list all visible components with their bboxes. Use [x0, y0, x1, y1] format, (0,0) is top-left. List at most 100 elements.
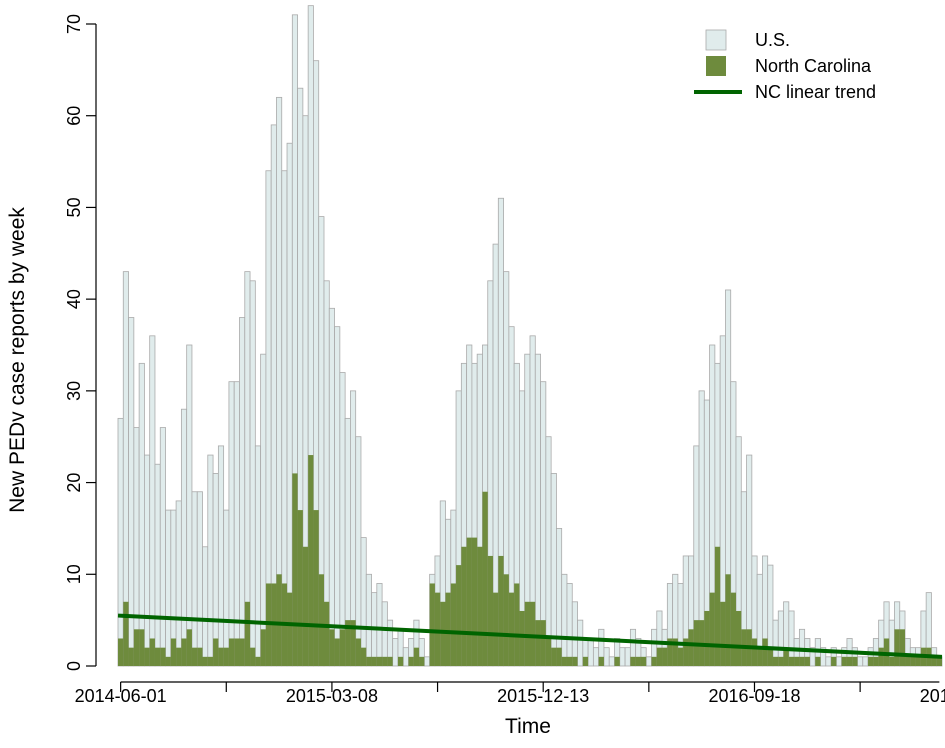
nc-bar	[683, 638, 689, 666]
nc-bar	[736, 610, 742, 666]
nc-bar	[725, 574, 731, 666]
nc-bar	[878, 647, 884, 666]
legend-label: North Carolina	[755, 56, 872, 76]
nc-bar	[487, 555, 494, 666]
us-bar	[254, 445, 262, 667]
nc-bar	[524, 601, 530, 666]
us-bar	[117, 417, 124, 667]
nc-bar	[350, 620, 356, 666]
us-bar	[328, 307, 335, 667]
us-bar	[239, 317, 246, 667]
nc-bar	[445, 592, 451, 666]
nc-bar	[931, 656, 937, 666]
us-bar	[835, 656, 843, 667]
nc-bar	[915, 656, 921, 666]
nc-bar	[334, 638, 340, 666]
y-axis-title: New PEDv case reports by week	[6, 207, 29, 513]
nc-bar	[202, 656, 208, 666]
nc-bar	[207, 656, 214, 666]
y-tick-label: 50	[64, 197, 84, 217]
nc-bar	[640, 656, 647, 666]
nc-bar	[154, 647, 161, 666]
nc-bar	[355, 638, 361, 666]
us-bar	[355, 436, 362, 667]
nc-bar	[519, 610, 525, 666]
us-bar	[260, 353, 267, 667]
legend-label: U.S.	[755, 30, 790, 50]
nc-bar	[186, 629, 192, 666]
us-bar	[423, 656, 431, 667]
nc-bar	[815, 656, 821, 666]
nc-bar	[714, 546, 721, 666]
y-tick-label: 40	[64, 289, 84, 309]
us-bar	[603, 647, 610, 667]
us-bar	[334, 326, 341, 667]
us-bar	[534, 353, 541, 667]
nc-bar	[382, 656, 388, 666]
nc-bar	[197, 647, 203, 666]
nc-bar	[255, 656, 261, 666]
nc-bar	[228, 638, 235, 666]
nc-bar	[397, 656, 404, 666]
nc-bar	[688, 629, 694, 666]
us-bar	[825, 656, 832, 667]
y-tick-label: 30	[64, 381, 84, 401]
nc-bar	[456, 565, 462, 666]
us-bar	[587, 638, 594, 667]
x-axis: 2014-06-01 2015-03-08 2015-12-13 2016-09-18…	[75, 681, 945, 706]
us-bar	[212, 472, 219, 667]
us-bar	[138, 362, 145, 667]
nc-bar	[308, 455, 314, 666]
plot-area	[117, 5, 943, 667]
nc-bar	[799, 656, 805, 666]
us-bar	[577, 619, 584, 667]
nc-bar	[794, 656, 800, 666]
us-bar	[645, 656, 652, 667]
us-bar	[217, 445, 225, 667]
us-bar	[857, 656, 864, 667]
nc-bar	[123, 601, 129, 666]
us-bar	[286, 142, 293, 667]
nc-bar	[213, 638, 219, 666]
nc-bar	[292, 473, 298, 666]
nc-bar	[118, 638, 124, 666]
nc-bar	[831, 656, 837, 666]
nc-bar	[181, 638, 187, 666]
us-bar	[223, 509, 230, 667]
y-tick-label: 70	[64, 14, 84, 34]
nc-bar	[313, 510, 319, 666]
us-bar	[339, 372, 346, 667]
legend: U.S. North Carolina NC linear trend	[694, 29, 876, 102]
us-bar	[381, 601, 388, 667]
us-bar	[191, 491, 198, 667]
nc-bar	[324, 601, 330, 666]
nc-bar	[408, 656, 414, 666]
nc-bar	[852, 656, 858, 666]
nc-bar	[440, 601, 446, 666]
x-tick-label: 2017-06-25	[920, 686, 945, 706]
us-bar	[556, 528, 563, 667]
nc-bar	[614, 656, 620, 666]
nc-bar	[176, 647, 182, 666]
us-bar	[154, 463, 161, 667]
nc-bar	[450, 583, 457, 666]
nc-bar	[128, 647, 134, 666]
nc-bar	[250, 647, 256, 666]
nc-bar	[704, 610, 710, 666]
legend-label: NC linear trend	[755, 82, 876, 102]
nc-bar	[635, 656, 641, 666]
nc-bar	[535, 620, 541, 666]
nc-bar	[804, 656, 810, 666]
x-tick-label: 2015-12-13	[497, 686, 589, 706]
nc-bar	[530, 601, 536, 666]
us-bar	[175, 500, 182, 667]
nc-bar	[302, 546, 309, 666]
nc-bar	[873, 656, 879, 666]
y-axis: 0 10 20 30 40 50 60 70	[64, 14, 97, 671]
nc-bar	[667, 638, 673, 666]
nc-bar	[471, 537, 478, 666]
us-bar	[144, 454, 151, 667]
nc-bar	[551, 647, 557, 666]
nc-bar	[477, 546, 483, 666]
nc-bar	[482, 491, 488, 666]
